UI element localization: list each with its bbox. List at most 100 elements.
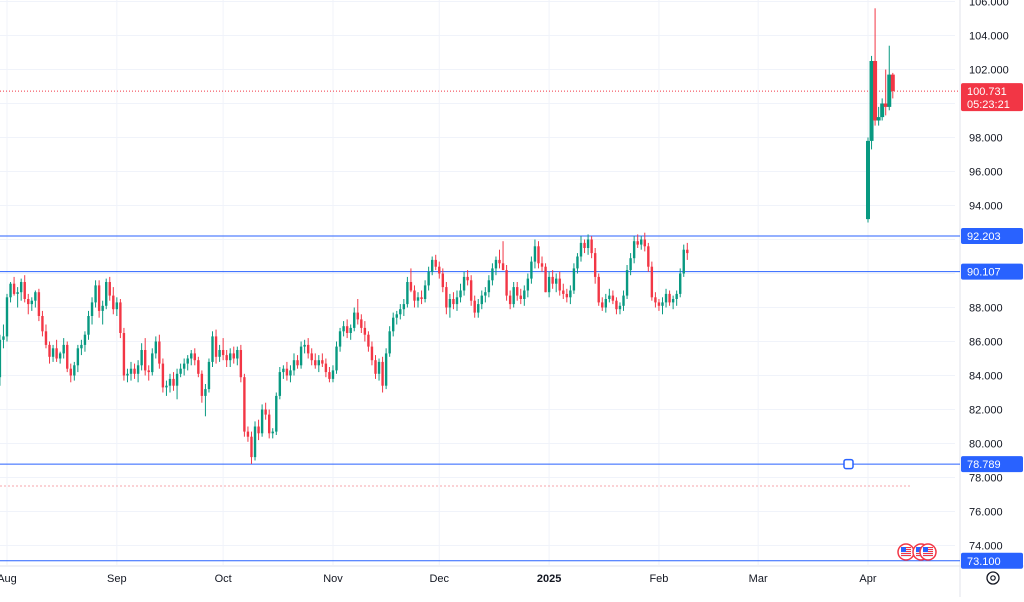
candle[interactable] bbox=[197, 356, 200, 378]
candle[interactable] bbox=[593, 248, 597, 284]
candle[interactable] bbox=[37, 288, 41, 322]
candle[interactable] bbox=[282, 365, 285, 379]
candle[interactable] bbox=[632, 236, 636, 264]
candle[interactable] bbox=[430, 256, 434, 276]
candle[interactable] bbox=[480, 290, 483, 310]
candle[interactable] bbox=[83, 331, 87, 352]
candle[interactable] bbox=[214, 329, 218, 364]
candle[interactable] bbox=[374, 355, 377, 379]
candle[interactable] bbox=[650, 261, 654, 301]
candle[interactable] bbox=[562, 283, 565, 299]
candle[interactable] bbox=[388, 326, 391, 357]
candle[interactable] bbox=[271, 428, 274, 439]
candle[interactable] bbox=[530, 256, 533, 284]
candle[interactable] bbox=[236, 346, 239, 366]
candle[interactable] bbox=[420, 290, 423, 305]
candle[interactable] bbox=[671, 295, 675, 310]
candle[interactable] bbox=[34, 290, 37, 308]
candle[interactable] bbox=[257, 419, 260, 441]
candle[interactable] bbox=[129, 361, 133, 381]
candle[interactable] bbox=[331, 365, 335, 383]
candle[interactable] bbox=[30, 297, 34, 311]
candle[interactable] bbox=[455, 290, 459, 311]
candle[interactable] bbox=[80, 339, 83, 356]
candle[interactable] bbox=[647, 242, 650, 272]
candle[interactable] bbox=[246, 426, 250, 442]
candle[interactable] bbox=[377, 358, 381, 381]
candle[interactable] bbox=[438, 261, 441, 279]
candle[interactable] bbox=[73, 361, 76, 381]
candle[interactable] bbox=[654, 292, 657, 308]
candle[interactable] bbox=[661, 297, 664, 315]
candle[interactable] bbox=[540, 256, 544, 272]
candle[interactable] bbox=[338, 327, 342, 352]
candle[interactable] bbox=[508, 290, 512, 310]
settings-gear-icon[interactable] bbox=[986, 571, 1000, 585]
candle[interactable] bbox=[108, 276, 111, 301]
candle[interactable] bbox=[572, 263, 576, 294]
candle[interactable] bbox=[243, 373, 246, 437]
candle[interactable] bbox=[62, 338, 65, 359]
candle[interactable] bbox=[289, 365, 292, 383]
candle[interactable] bbox=[427, 266, 430, 291]
candle[interactable] bbox=[459, 283, 462, 303]
candle[interactable] bbox=[473, 295, 476, 318]
candle[interactable] bbox=[363, 321, 367, 342]
candle[interactable] bbox=[477, 299, 480, 318]
candle[interactable] bbox=[55, 339, 58, 362]
candle[interactable] bbox=[353, 307, 356, 332]
line-handle[interactable] bbox=[843, 458, 854, 470]
candle[interactable] bbox=[434, 254, 437, 271]
candle[interactable] bbox=[583, 239, 586, 254]
candle[interactable] bbox=[679, 268, 682, 298]
candle[interactable] bbox=[625, 265, 629, 299]
candle[interactable] bbox=[356, 299, 359, 325]
candle[interactable] bbox=[51, 344, 55, 362]
candle[interactable] bbox=[516, 282, 519, 301]
candle[interactable] bbox=[267, 409, 271, 439]
candle[interactable] bbox=[328, 367, 331, 383]
candle[interactable] bbox=[469, 275, 473, 306]
candle[interactable] bbox=[168, 373, 172, 393]
candle[interactable] bbox=[462, 271, 466, 296]
candle[interactable] bbox=[9, 282, 12, 303]
candle[interactable] bbox=[105, 278, 108, 310]
candle[interactable] bbox=[601, 297, 604, 311]
candle[interactable] bbox=[90, 297, 94, 325]
candle[interactable] bbox=[158, 334, 161, 369]
candle[interactable] bbox=[76, 344, 80, 373]
candle[interactable] bbox=[640, 236, 643, 250]
candle[interactable] bbox=[349, 324, 352, 340]
candle[interactable] bbox=[629, 253, 632, 276]
candle[interactable] bbox=[175, 368, 179, 400]
candle[interactable] bbox=[544, 263, 547, 293]
candle[interactable] bbox=[498, 249, 501, 269]
candle[interactable] bbox=[253, 421, 257, 461]
candle[interactable] bbox=[686, 242, 689, 260]
candle[interactable] bbox=[151, 348, 154, 376]
candle[interactable] bbox=[869, 55, 874, 150]
candle[interactable] bbox=[445, 282, 448, 315]
candle[interactable] bbox=[392, 312, 395, 337]
candle[interactable] bbox=[299, 341, 303, 369]
candle[interactable] bbox=[537, 241, 540, 269]
candle[interactable] bbox=[12, 276, 16, 296]
candle[interactable] bbox=[260, 404, 264, 437]
candle[interactable] bbox=[147, 365, 150, 381]
candle[interactable] bbox=[579, 236, 583, 262]
candle[interactable] bbox=[278, 367, 282, 400]
candle[interactable] bbox=[512, 282, 515, 308]
candle[interactable] bbox=[0, 334, 2, 386]
candle[interactable] bbox=[5, 293, 9, 342]
candle[interactable] bbox=[101, 300, 104, 325]
candle[interactable] bbox=[615, 297, 618, 315]
candle[interactable] bbox=[44, 324, 48, 349]
candle[interactable] bbox=[519, 288, 522, 305]
candle[interactable] bbox=[484, 287, 487, 303]
candle[interactable] bbox=[682, 244, 685, 277]
candle[interactable] bbox=[554, 273, 558, 293]
candle[interactable] bbox=[2, 324, 5, 349]
candle[interactable] bbox=[402, 299, 406, 316]
candle[interactable] bbox=[41, 310, 44, 337]
